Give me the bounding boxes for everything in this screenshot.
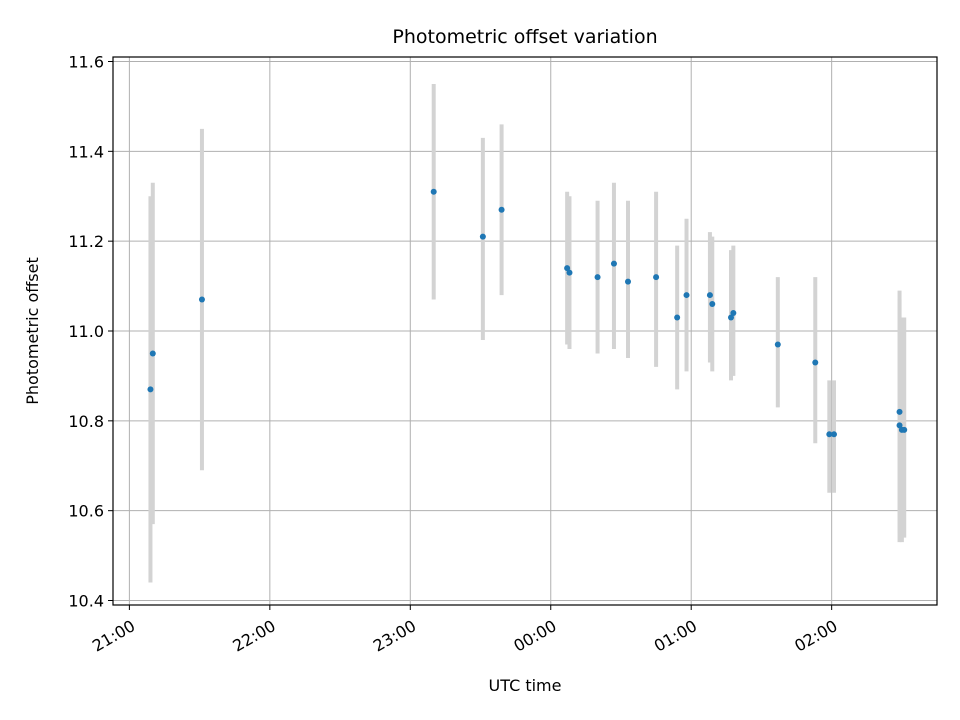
data-point [594,274,601,281]
data-point [479,233,486,240]
data-point [709,301,716,308]
grid [113,57,937,605]
data-point [674,314,681,321]
data-point [683,292,690,299]
data-points [147,188,908,438]
data-point [566,269,573,276]
y-tick-label: 10.8 [68,412,104,431]
data-point [149,350,156,357]
data-point [706,292,713,299]
data-point [896,408,903,415]
x-axis-label: UTC time [489,676,562,695]
data-point [625,278,631,285]
data-point [653,274,660,281]
data-point [730,310,737,317]
data-point [498,206,505,213]
data-point [564,265,571,272]
data-point [826,431,833,438]
data-point [430,188,437,195]
data-point [831,431,837,438]
y-tick-label: 11.0 [68,322,104,341]
data-point [774,341,781,348]
data-point [610,260,617,267]
y-tick-label: 10.6 [68,502,104,521]
data-point [812,359,819,366]
y-tick-label: 11.4 [68,142,104,161]
data-point [728,314,734,321]
y-axis-label: Photometric offset [23,257,42,405]
y-tick-label: 11.2 [68,232,104,251]
data-point [896,422,903,429]
y-axis-ticks: 10.4 10.6 10.8 11.0 11.2 11.4 11.6 [68,52,113,611]
chart-title: Photometric offset variation [392,26,657,48]
data-point [198,296,205,303]
data-point [901,426,908,433]
data-point [147,386,154,393]
y-tick-label: 11.6 [68,52,104,71]
y-tick-label: 10.4 [68,592,104,611]
